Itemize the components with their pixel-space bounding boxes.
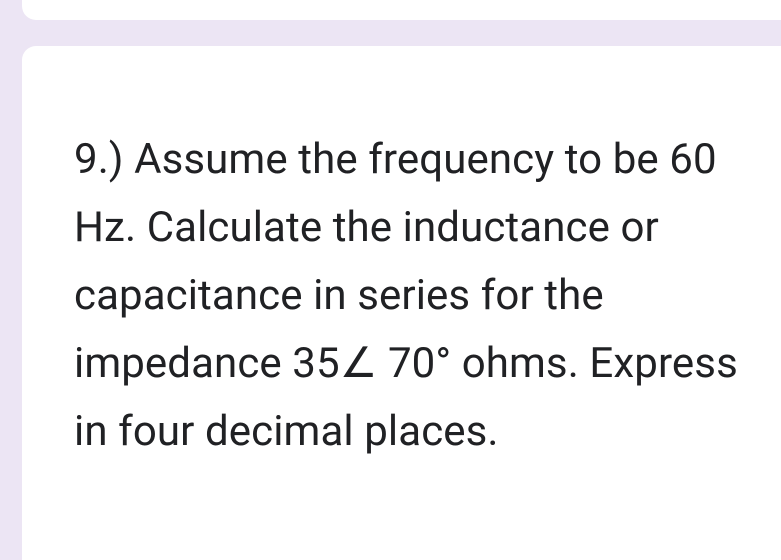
top-card-edge — [22, 0, 781, 20]
question-card: 9.) Assume the frequency to be 60 Hz. Ca… — [22, 46, 781, 560]
question-text: 9.) Assume the frequency to be 60 Hz. Ca… — [74, 126, 751, 466]
